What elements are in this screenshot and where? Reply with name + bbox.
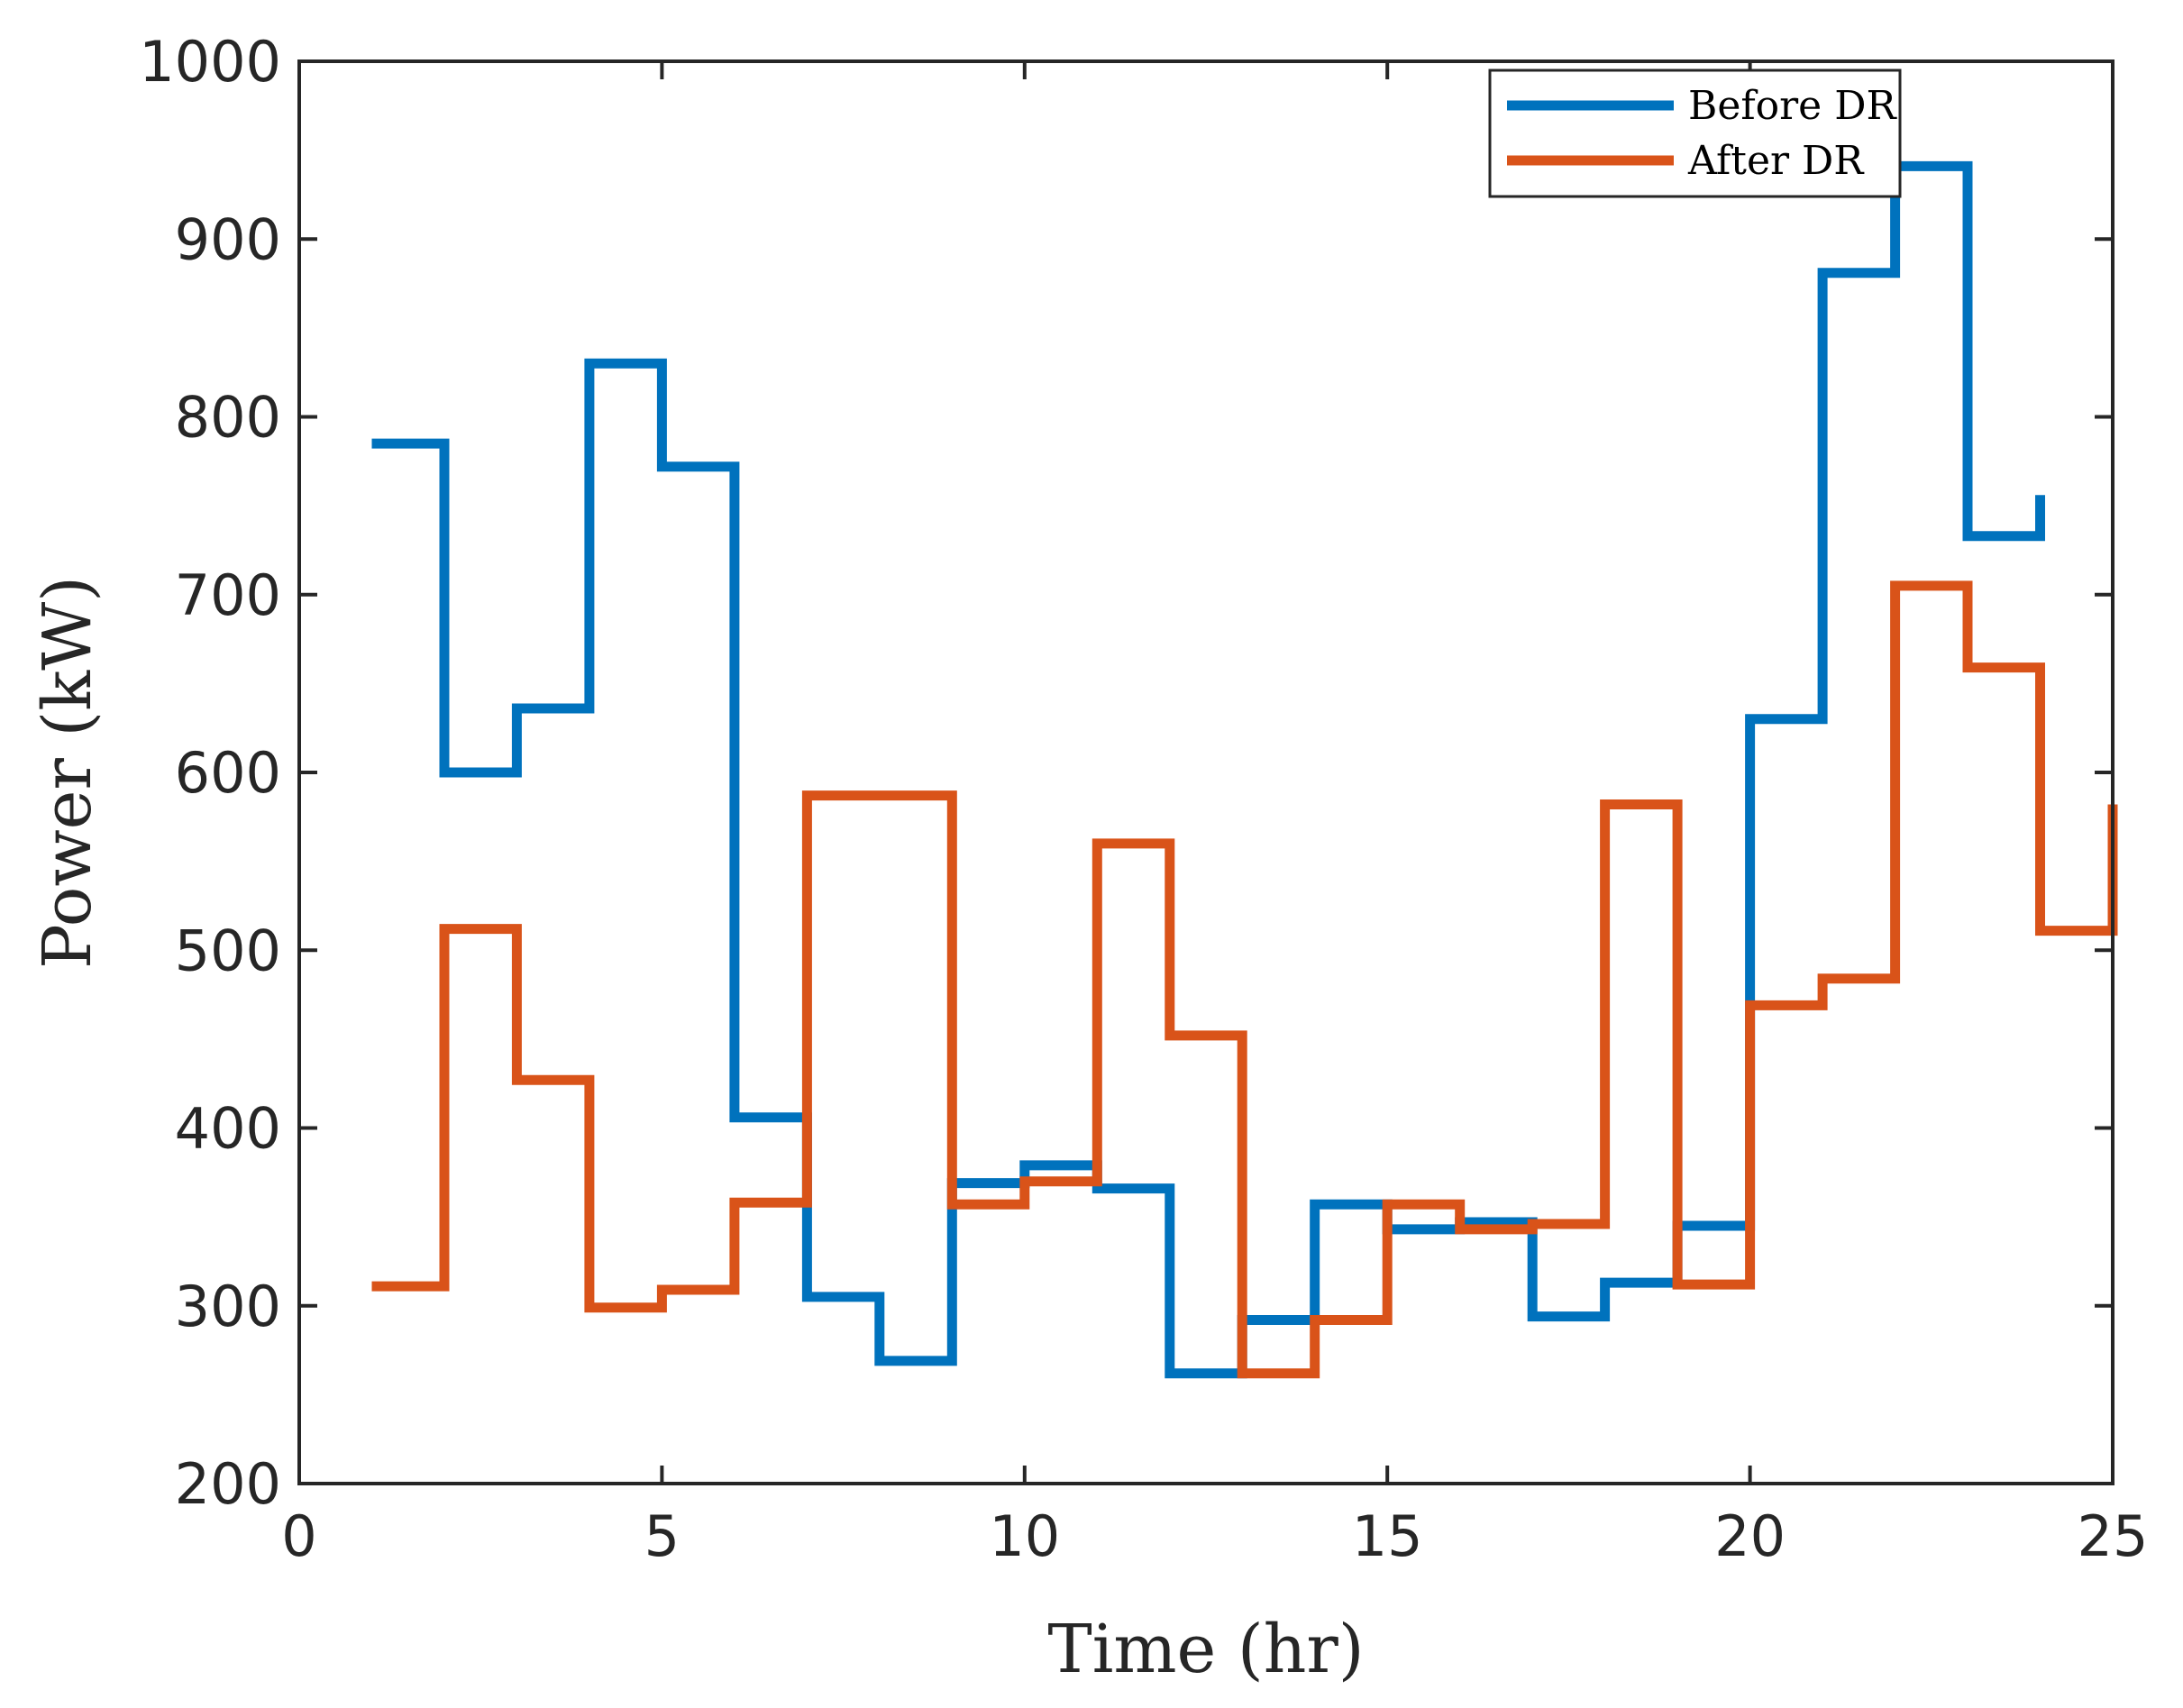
x-tick-label: 5: [644, 1503, 680, 1569]
x-tick-label: 25: [2078, 1503, 2149, 1569]
x-tick-label: 15: [1352, 1503, 1423, 1569]
y-tick-label: 600: [175, 740, 281, 806]
x-tick-label: 10: [989, 1503, 1060, 1569]
x-tick-label: 0: [281, 1503, 316, 1569]
legend-box: [1488, 69, 1902, 198]
tick-layer: 0 5 10 15 20 25 200 300 400 500 600 700 800 900 1000: [139, 29, 2148, 1569]
x-axis-title: Time (hr): [1047, 1611, 1364, 1688]
series-line-after-dr: [371, 580, 2118, 1379]
y-tick-label: 300: [175, 1274, 281, 1339]
y-tick-label: 900: [175, 206, 281, 272]
y-tick-label: 200: [175, 1451, 281, 1517]
plot-area: [299, 61, 2113, 1484]
y-tick-label: 700: [175, 562, 281, 628]
y-tick-label: 1000: [139, 29, 281, 95]
y-axis-title: Power (kW): [29, 576, 106, 969]
y-tick-label: 400: [175, 1096, 281, 1162]
x-tick-label: 20: [1714, 1503, 1786, 1569]
legend-label-before-dr: Before DR: [1688, 83, 1897, 129]
legend: Before DR After DR: [1488, 69, 1902, 198]
series-layer: [371, 160, 2118, 1379]
y-tick-label: 500: [175, 918, 281, 983]
y-tick-label: 800: [175, 385, 281, 451]
legend-label-after-dr: After DR: [1687, 138, 1865, 184]
